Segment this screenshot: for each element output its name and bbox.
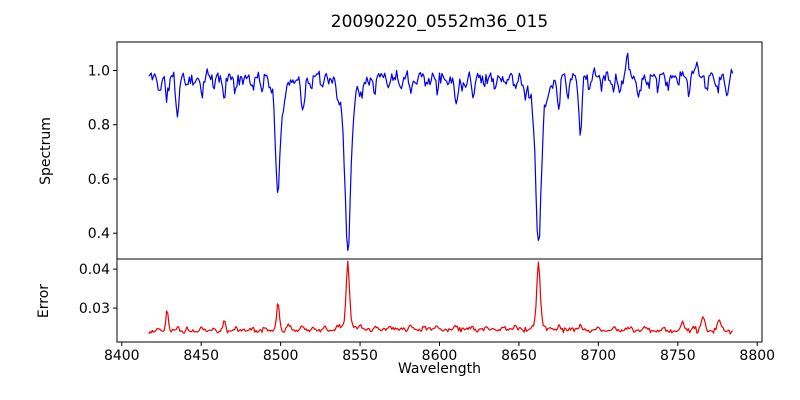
x-tick-label: 8750	[660, 348, 696, 364]
error-y-axis-label: Error	[36, 283, 52, 319]
error-line	[148, 260, 734, 335]
x-tick-label: 8400	[104, 348, 140, 364]
error-y-tick-label: 0.03	[79, 301, 110, 317]
x-tick-label: 8650	[501, 348, 537, 364]
x-tick-label: 8600	[422, 348, 458, 364]
spectrum-y-tick-label: 0.4	[88, 226, 110, 242]
x-tick-label: 8500	[263, 348, 299, 364]
spectrum-y-tick-label: 0.8	[88, 118, 110, 134]
x-tick-label: 8700	[581, 348, 617, 364]
spectrum-line	[148, 52, 734, 251]
x-axis-label: Wavelength	[397, 361, 482, 377]
spectrum-y-tick-label: 1.0	[88, 63, 110, 79]
x-tick-label: 8800	[739, 348, 775, 364]
spectrum-y-tick-label: 0.6	[88, 172, 110, 188]
x-tick-label: 8450	[183, 348, 219, 364]
chart-title: 20090220_0552m36_015	[330, 12, 549, 32]
error-y-tick-label: 0.04	[79, 262, 110, 278]
x-tick-label: 8550	[342, 348, 378, 364]
